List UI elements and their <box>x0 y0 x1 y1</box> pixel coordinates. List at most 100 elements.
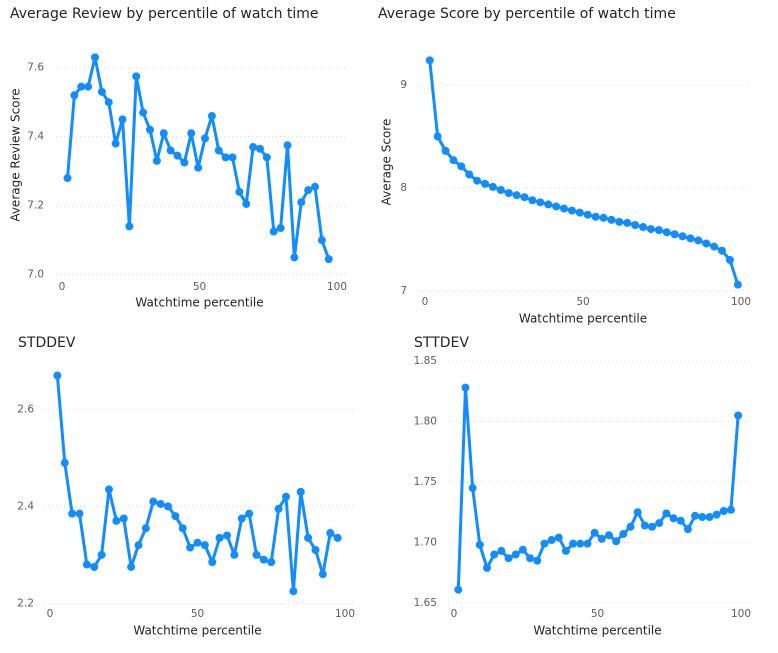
x-tick-label: 100 <box>327 281 347 293</box>
chart-panel: STDDEV 2.2 2.4 2.6 0 50 100 Watchtime percentil… <box>17 335 355 638</box>
marker <box>526 554 535 563</box>
marker <box>156 499 165 508</box>
chart-panel: Average Score by percentile of watch tim… <box>378 6 751 326</box>
marker <box>465 170 474 179</box>
marker <box>569 539 578 548</box>
marker <box>282 492 290 501</box>
y-tick-label: 7.4 <box>27 131 44 143</box>
marker <box>139 108 148 117</box>
marker <box>193 538 202 547</box>
marker <box>267 558 276 567</box>
marker <box>511 550 520 559</box>
marker <box>669 514 678 523</box>
marker <box>655 519 664 528</box>
marker <box>504 189 513 198</box>
marker <box>719 507 728 516</box>
marker <box>262 153 271 162</box>
marker <box>180 158 189 167</box>
marker <box>149 497 158 506</box>
marker <box>104 98 113 107</box>
marker <box>77 82 86 91</box>
marker <box>676 516 685 525</box>
marker <box>256 144 264 153</box>
marker <box>318 570 327 579</box>
marker <box>252 550 261 559</box>
y-tick-label: 1.65 <box>414 597 437 609</box>
line <box>428 60 740 286</box>
marker <box>590 528 599 537</box>
marker <box>171 512 180 521</box>
marker <box>490 550 499 559</box>
marker <box>639 223 648 232</box>
x-tick-label: 0 <box>47 608 54 620</box>
marker <box>536 198 545 207</box>
x-tick-label: 50 <box>576 296 589 308</box>
y-tick-label: 2.4 <box>17 500 34 512</box>
marker <box>230 550 239 559</box>
marker <box>640 521 649 530</box>
marker <box>576 539 585 548</box>
x-axis-title: Watchtime percentile <box>135 296 263 310</box>
marker <box>710 242 719 251</box>
x-tick-label: 50 <box>191 608 204 620</box>
marker <box>575 208 584 217</box>
marker <box>425 56 434 65</box>
marker <box>70 91 79 100</box>
x-tick-label: 100 <box>731 608 751 620</box>
marker <box>733 280 742 289</box>
marker <box>245 509 254 518</box>
marker <box>223 531 231 540</box>
chart-panel: Average Review by percentile of watch ti… <box>9 6 348 310</box>
marker <box>583 539 592 548</box>
marker <box>686 234 695 243</box>
marker <box>215 533 224 542</box>
marker <box>242 199 251 208</box>
x-tick-label: 0 <box>422 296 429 308</box>
marker <box>187 129 196 138</box>
marker <box>725 255 734 264</box>
marker <box>259 555 268 564</box>
marker <box>702 239 711 248</box>
marker <box>152 156 161 165</box>
y-tick-label: 2.6 <box>17 403 34 415</box>
marker <box>646 225 655 234</box>
marker <box>615 217 624 226</box>
marker <box>662 228 671 237</box>
marker <box>599 213 608 222</box>
marker <box>208 558 217 567</box>
marker <box>468 484 477 493</box>
marker <box>68 509 77 518</box>
marker <box>694 236 703 245</box>
marker <box>249 143 258 152</box>
marker <box>619 529 628 538</box>
marker <box>583 210 592 219</box>
marker <box>683 525 692 534</box>
marker <box>520 193 529 202</box>
y-tick-label: 1.75 <box>414 476 437 488</box>
marker <box>235 187 244 196</box>
marker <box>691 511 700 520</box>
marker <box>105 485 113 494</box>
marker <box>612 537 621 546</box>
marker <box>221 153 230 162</box>
marker <box>296 487 305 496</box>
marker <box>97 87 106 96</box>
y-tick-label: 1.80 <box>414 415 437 427</box>
y-axis-title: Average Score <box>380 119 394 206</box>
marker <box>84 82 93 91</box>
marker <box>670 230 679 239</box>
marker <box>317 236 326 245</box>
marker <box>712 510 721 519</box>
marker <box>518 545 527 554</box>
marker <box>214 146 223 155</box>
marker <box>207 111 216 120</box>
marker <box>311 546 320 554</box>
marker <box>164 502 172 511</box>
x-tick-label: 0 <box>59 281 66 293</box>
marker <box>118 115 127 124</box>
marker <box>678 232 687 241</box>
x-tick-label: 50 <box>193 281 206 293</box>
marker <box>297 198 306 207</box>
x-axis-title: Watchtime percentile <box>533 624 661 638</box>
